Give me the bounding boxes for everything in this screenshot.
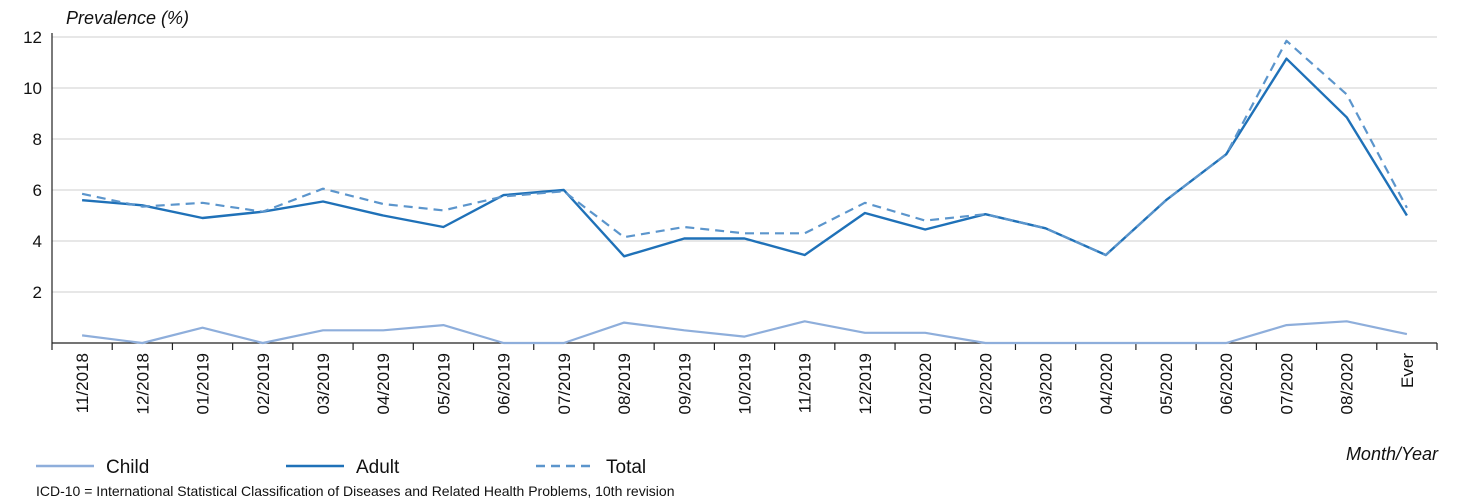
y-tick-label-8: 8 — [33, 130, 42, 149]
x-tick-label: 06/2019 — [495, 353, 514, 414]
y-tick-labels: 2 4 6 8 10 12 — [23, 28, 42, 302]
x-tick-label: 01/2020 — [916, 353, 935, 414]
x-tick-label: 12/2018 — [133, 353, 152, 414]
series-line-child — [81, 320, 1408, 345]
legend-label-child: Child — [106, 457, 149, 478]
y-tick-label-10: 10 — [23, 79, 42, 98]
footnote: ICD-10 = International Statistical Class… — [36, 483, 674, 499]
x-tick-labels: 11/2018 12/2018 01/2019 02/2019 03/2019 04/20… — [73, 353, 1417, 415]
x-tick-label: 10/2019 — [736, 353, 755, 414]
y-tick-label-4: 4 — [33, 232, 42, 251]
x-tick-label: 03/2019 — [314, 353, 333, 414]
axes — [51, 33, 1438, 350]
x-tick-label: 06/2020 — [1217, 353, 1236, 414]
x-axis-title: Month/Year — [1346, 444, 1439, 464]
y-tick-label-2: 2 — [33, 283, 42, 302]
x-tick-label: 07/2019 — [555, 353, 574, 414]
y-tick-label-6: 6 — [33, 181, 42, 200]
x-tick-label: 03/2020 — [1037, 353, 1056, 414]
x-tick-label: 11/2018 — [73, 353, 92, 413]
x-tick-label: 02/2019 — [254, 353, 273, 414]
legend-label-total: Total — [606, 457, 646, 478]
x-tick-label: 02/2020 — [976, 353, 995, 414]
legend-label-adult: Adult — [356, 457, 400, 478]
x-tick-label: 08/2020 — [1338, 353, 1357, 414]
x-tick-label: 05/2020 — [1157, 353, 1176, 414]
series-line-total — [81, 39, 1408, 257]
y-tick-label-12: 12 — [23, 28, 42, 47]
x-tick-label: 08/2019 — [615, 353, 634, 414]
x-tick-label: 04/2020 — [1097, 353, 1116, 414]
series-lines — [81, 39, 1408, 345]
x-tick-label: 07/2020 — [1277, 353, 1296, 414]
x-tick-label: 05/2019 — [434, 353, 453, 414]
x-tick-label: Ever — [1398, 353, 1417, 388]
legend: Child Adult Total — [36, 457, 646, 478]
x-tick-label: 12/2019 — [856, 353, 875, 414]
x-tick-label: 09/2019 — [675, 353, 694, 414]
x-tick-label: 01/2019 — [194, 353, 213, 414]
gridlines — [52, 36, 1437, 293]
y-axis-title: Prevalence (%) — [66, 8, 189, 28]
x-tick-label: 04/2019 — [374, 353, 393, 414]
x-tick-label: 11/2019 — [796, 353, 815, 413]
